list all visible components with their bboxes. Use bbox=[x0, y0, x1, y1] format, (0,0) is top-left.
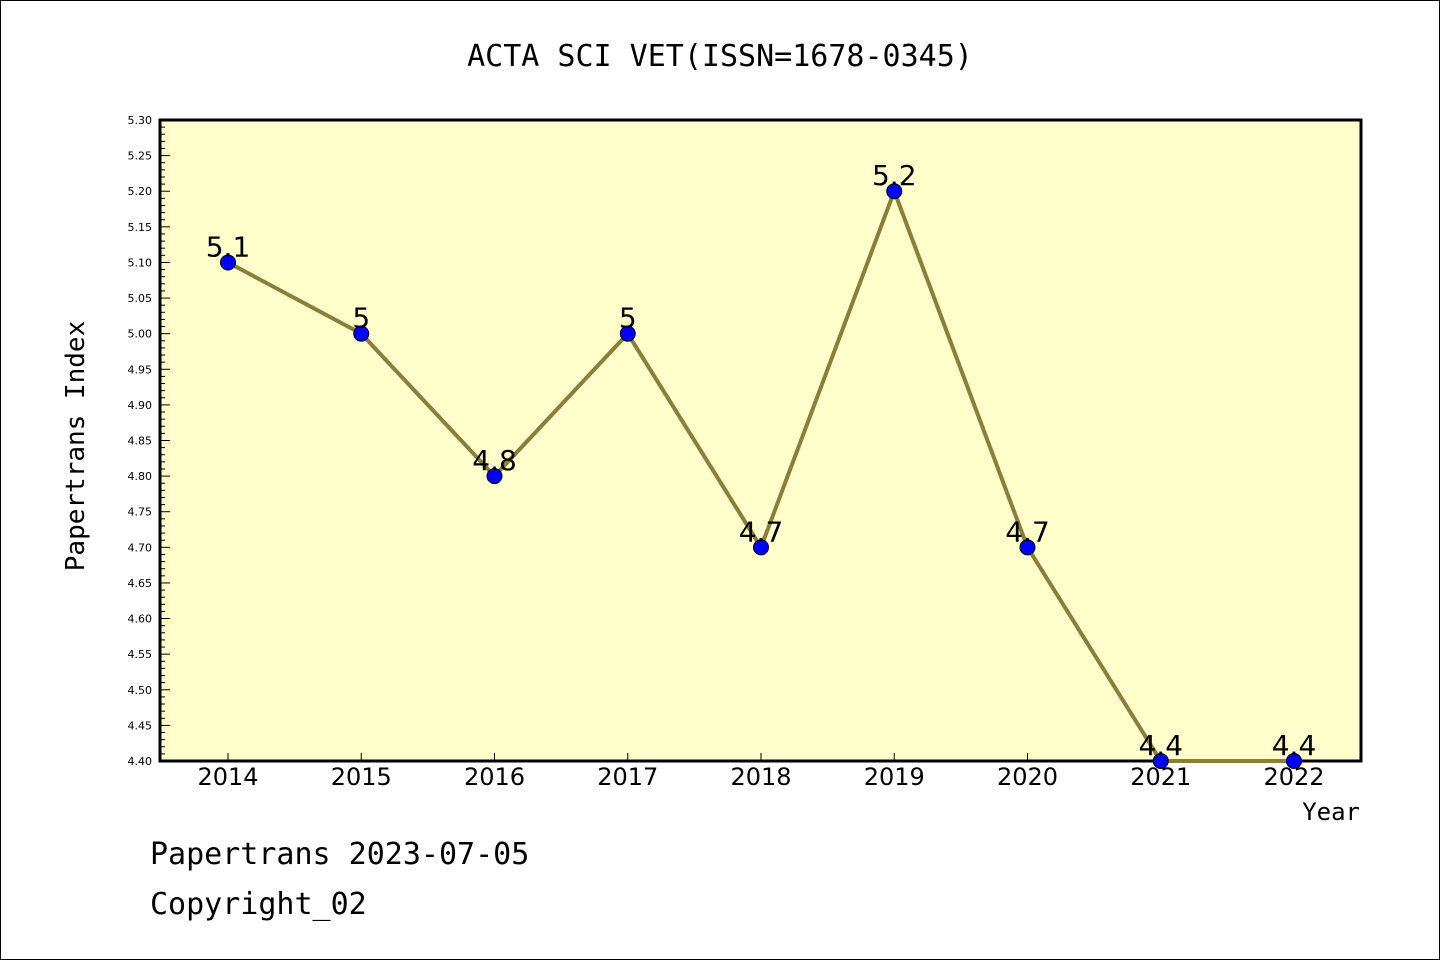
plot-area bbox=[158, 118, 1363, 763]
data-point bbox=[886, 183, 903, 200]
x-tick-label: 2014 bbox=[197, 763, 258, 791]
y-axis: 4.40 4.45 4.50 4.55 4.60 4.65 4.70 4.75 4.80 4.85… bbox=[128, 114, 170, 768]
series-markers bbox=[220, 183, 1302, 769]
y-tick-label: 4.65 bbox=[128, 577, 153, 590]
data-label: 5.2 bbox=[872, 159, 917, 192]
data-point bbox=[220, 254, 236, 271]
y-tick-label: 5.10 bbox=[128, 256, 153, 269]
x-tick-label: 2020 bbox=[997, 763, 1058, 791]
y-tick-label: 5.30 bbox=[128, 114, 153, 127]
footer-copyright: Copyright_02 bbox=[150, 887, 367, 922]
y-tick-label: 4.45 bbox=[128, 719, 153, 732]
x-tick-label: 2018 bbox=[730, 763, 791, 791]
footer-date: Papertrans 2023-07-05 bbox=[150, 837, 529, 872]
x-axis-label: Year bbox=[1302, 798, 1360, 826]
data-labels: 5.1 5 4.8 5 4.7 5.2 4.7 4.4 4.4 bbox=[206, 159, 1317, 762]
data-point bbox=[619, 325, 636, 342]
data-label: 4.4 bbox=[1272, 729, 1317, 762]
y-tick-label: 4.40 bbox=[128, 755, 153, 768]
y-tick-label: 5.15 bbox=[128, 221, 153, 234]
data-point bbox=[1152, 753, 1169, 769]
data-point bbox=[1286, 753, 1302, 769]
y-tick-label: 5.05 bbox=[128, 292, 153, 305]
y-tick-label: 5.20 bbox=[128, 185, 153, 198]
y-tick-label: 4.60 bbox=[128, 613, 153, 626]
y-tick-label: 4.50 bbox=[128, 684, 153, 697]
x-tick-label: 2015 bbox=[331, 763, 392, 791]
y-tick-label: 4.90 bbox=[128, 399, 153, 412]
y-tick-label: 4.55 bbox=[128, 648, 153, 661]
y-tick-label: 5.00 bbox=[128, 328, 153, 341]
data-label: 4.8 bbox=[472, 444, 517, 477]
data-label: 5 bbox=[619, 302, 637, 335]
data-label: 4.7 bbox=[739, 515, 784, 548]
data-point bbox=[1019, 539, 1036, 556]
x-tick-label: 2017 bbox=[597, 763, 658, 791]
data-label: 4.7 bbox=[1005, 515, 1050, 548]
y-tick-label: 4.85 bbox=[128, 435, 153, 448]
data-point bbox=[353, 325, 370, 342]
y-tick-label: 4.70 bbox=[128, 541, 153, 554]
x-axis: 2014 2015 2016 2017 2018 2019 2020 2021 2022 bbox=[197, 753, 1325, 791]
y-axis-label: Papertrans Index bbox=[61, 321, 91, 571]
chart-title: ACTA SCI VET(ISSN=1678-0345) bbox=[467, 39, 973, 74]
data-label: 5 bbox=[352, 302, 370, 335]
y-tick-label: 5.25 bbox=[128, 150, 153, 163]
data-point bbox=[486, 468, 503, 485]
x-tick-label: 2019 bbox=[864, 763, 925, 791]
y-tick-label: 4.75 bbox=[128, 506, 153, 519]
data-label: 4.4 bbox=[1138, 729, 1183, 762]
data-point bbox=[753, 539, 769, 556]
data-label: 5.1 bbox=[206, 230, 251, 263]
x-tick-label: 2016 bbox=[464, 763, 525, 791]
y-tick-label: 4.80 bbox=[128, 470, 153, 483]
y-tick-label: 4.95 bbox=[128, 363, 153, 376]
